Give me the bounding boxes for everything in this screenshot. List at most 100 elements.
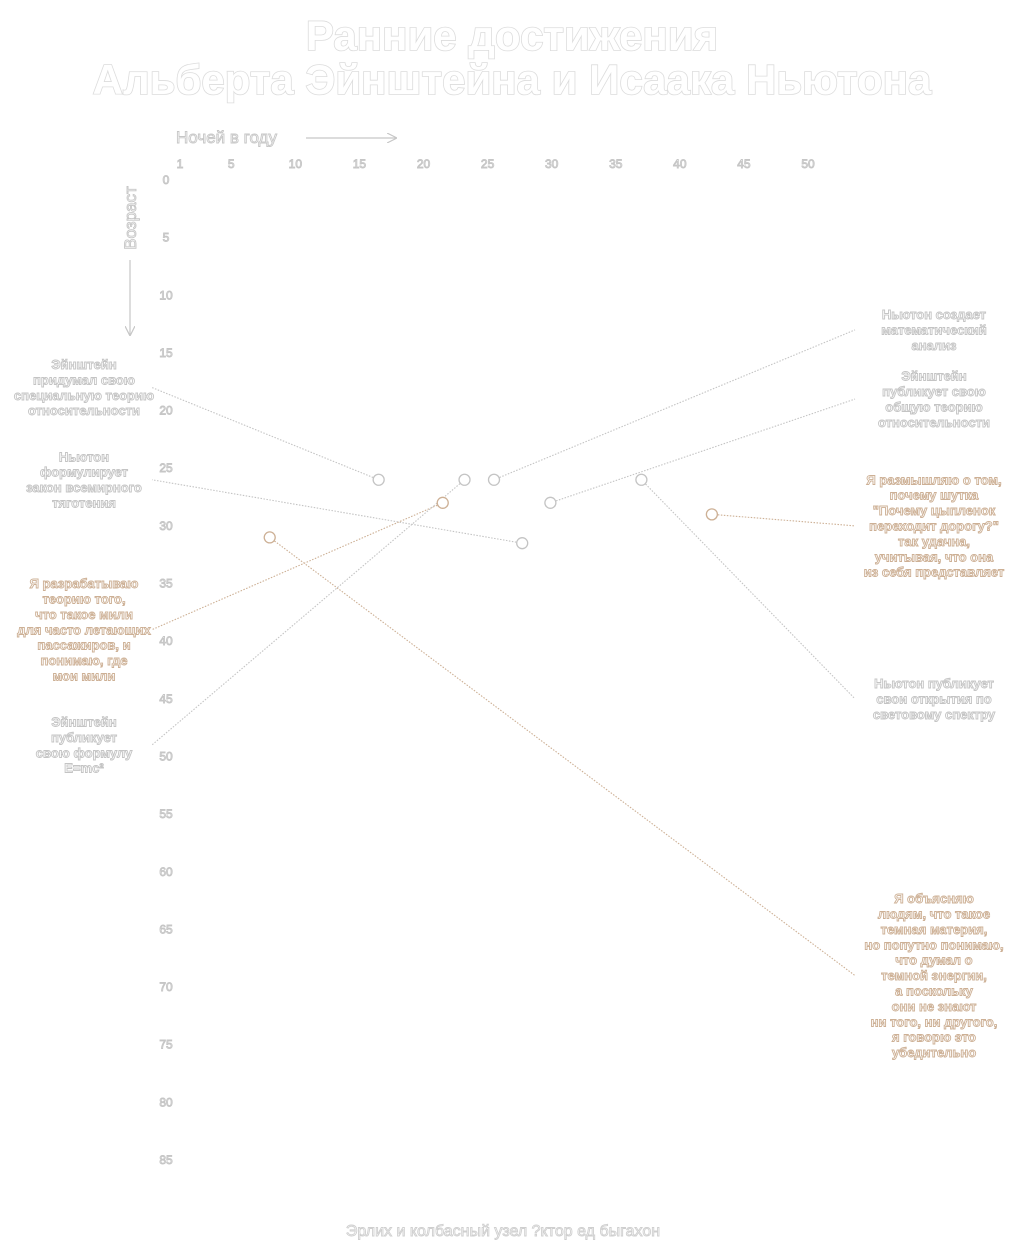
y-tick-labels: 0 5 10 15 20 25 30 35 40 45 50 55 60 65 70 75 80 85 [159,173,174,1168]
x-tick-label: 50 [801,157,815,171]
x-tick-label: 5 [228,157,235,171]
x-tick-label: 25 [481,157,495,171]
event-annotations: Эйнштейн придумал свою специальную теорию о… [13,307,1004,1061]
event-markers [263,473,719,550]
event-annotation: Я объясняю людям, что такое темная материя… [864,891,1003,1060]
event-annotation-line: что такое мили [35,607,133,622]
event-annotation-line: математический [881,323,986,338]
event-annotation-line: формулирует [40,465,128,480]
event-annotation: Ньютон создает математический анализ [881,307,986,353]
y-tick-label: 20 [159,404,173,418]
event-annotation-line: Я объясняю [894,891,974,906]
event-point [705,508,719,521]
event-annotation-line: так удачна, [898,534,970,549]
x-tick-label: 15 [353,157,367,171]
event-annotation-line: а поскольку [895,984,973,999]
connector-line [151,479,465,746]
event-point [372,473,385,486]
event-annotation-line: Ньютон публикует [874,676,994,691]
event-annotation-line: относительности [878,415,990,430]
event-annotation: Ньютон формулирует закон всемирного тяготен… [26,449,142,510]
connector-line [640,479,856,700]
event-annotation-line: световому спектру [873,707,996,722]
y-tick-label: 25 [159,461,173,475]
y-tick-label: 85 [159,1153,173,1167]
connector-line [151,502,443,631]
event-annotation-line: специальную теорию [14,388,154,403]
event-annotation-line: E=mc² [64,761,104,776]
y-axis-label: Возраст [121,186,140,250]
chart-title-line-1: Ранние достижения [306,12,718,59]
x-tick-labels: 1 5 10 15 20 25 30 35 40 45 50 [176,157,815,172]
event-annotation-line: из себя представляет [864,565,1004,580]
x-tick-label: 45 [737,157,751,171]
event-annotation-line: теорию того, [42,591,125,606]
event-annotation-line: придумал свою [33,372,135,387]
y-tick-label: 10 [159,288,173,302]
y-tick-label: 55 [159,807,173,821]
event-annotation: Эйнштейн публикует свою общую теорию относи… [878,369,990,430]
y-tick-label: 0 [163,173,170,187]
y-tick-label: 5 [163,231,170,245]
x-tick-label: 40 [673,157,687,171]
event-annotation-line: Эйнштейн [51,714,116,729]
event-annotation-line: Эйнштейн [901,369,966,384]
event-annotation-line: свою формулу [36,745,133,760]
event-annotation-line: убедительно [892,1045,976,1060]
y-tick-label: 70 [159,980,173,994]
y-tick-label: 60 [159,865,173,879]
connector-line [711,513,856,527]
event-annotation-line: темная материя, [881,922,988,937]
connector-line [493,329,856,481]
event-annotation-line: публикует свою [882,384,986,399]
event-annotation-line: тяготения [52,495,116,510]
x-tick-label: 30 [545,157,559,171]
x-tick-label: 1 [177,157,184,171]
event-annotation-line: Я размышляю о том, [866,472,1001,487]
event-annotation-line: почему шутка [890,488,979,503]
event-point [487,473,501,486]
event-annotation-line: для часто летающих [17,622,151,637]
y-tick-label: 80 [159,1095,173,1109]
event-point [436,496,449,509]
event-annotation: Я размышляю о том, почему шутка "Почему цы… [864,472,1004,579]
event-annotation: Эйнштейн публикует свою формулу E=mc² [36,714,133,775]
x-axis-label: Ночей в году [176,128,277,147]
event-point [516,537,529,550]
event-annotation-line: закон всемирного [26,480,142,495]
event-annotation-line: переходит дорогу?" [869,519,999,534]
event-annotation-line: Ньютон [59,449,109,464]
connector-lines [151,329,856,976]
event-point [263,531,276,544]
event-annotation-line: относительности [28,403,140,418]
event-annotation: Я разрабатываю теорию того, что такое мили… [17,576,151,683]
event-annotation-line: ни того, ни другого, [871,1014,998,1029]
connector-line [151,479,523,544]
y-tick-label: 30 [159,519,173,533]
event-annotation-line: они не знают [892,999,977,1014]
event-annotation-line: общую теорию [885,399,982,414]
y-tick-label: 45 [159,692,173,706]
event-annotation-line: мои мили [53,668,116,683]
event-annotation-line: но попутно понимаю, [864,937,1003,952]
chart-title-line-2: Альберта Эйнштейна и Исаака Ньютона [93,56,932,103]
event-annotation-line: что думал о [895,953,972,968]
y-tick-label: 40 [159,634,173,648]
event-point [635,473,648,486]
connector-line [550,398,856,504]
event-annotation-line: свои открытия по [876,691,992,706]
y-tick-label: 65 [159,922,173,936]
event-annotation-line: Я разрабатываю [30,576,139,591]
event-annotation-line: я говорю это [892,1030,976,1045]
event-annotation-line: "Почему цыпленок [873,503,996,518]
event-annotation-line: пассажиров, и [37,638,130,653]
event-annotation-line: Ньютон создает [882,307,986,322]
event-annotation-line: людям, что такое [878,907,990,922]
credit-text: Эрлих и колбасный узел ?ктор ед быгахон [346,1223,660,1240]
connector-line [269,536,856,976]
y-tick-label: 75 [159,1038,173,1052]
event-annotation: Эйнштейн придумал свою специальную теорию о… [14,357,154,418]
event-annotation-line: понимаю, где [40,653,127,668]
event-annotation-line: Эйнштейн [51,357,116,372]
